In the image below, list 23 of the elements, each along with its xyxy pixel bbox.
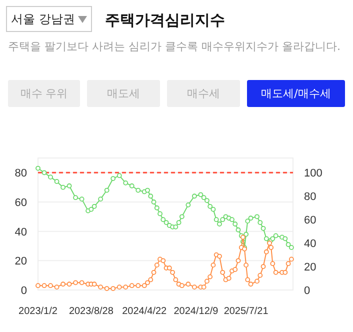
x-tick: 2024/4/22 xyxy=(122,306,167,317)
y-tick: 40 xyxy=(14,226,27,238)
y-tick: 20 xyxy=(14,256,27,268)
y2-tick: 40 xyxy=(304,238,316,250)
y2-tick: 0 xyxy=(304,285,310,297)
y2-tick: 20 xyxy=(304,262,316,274)
y-tick: 60 xyxy=(14,197,27,209)
button: 매수 우위 xyxy=(8,80,80,107)
y2-tick: 100 xyxy=(304,168,322,180)
x-tick: 2023/8/28 xyxy=(68,306,114,317)
x-tick: 2024/12/9 xyxy=(174,306,218,317)
x-tick: 2025/7/21 xyxy=(224,306,268,317)
dropdown: 서울 강남권 xyxy=(6,6,92,32)
y-tick: 0 xyxy=(20,285,27,297)
x-tick: 2023/1/2 xyxy=(18,306,58,317)
button: 매도세/매수세 xyxy=(247,80,345,107)
title: 주택가격심리지수 xyxy=(105,11,225,30)
button: 매도세 xyxy=(87,80,160,107)
y-tick: 80 xyxy=(14,168,27,180)
y2-tick: 60 xyxy=(304,214,316,227)
y2-tick: 80 xyxy=(304,191,316,204)
subtitle: 주택을 팔기보다 사려는 심리가 클수록 매수우위지수가 올라갑니다. xyxy=(8,39,342,55)
button: 매수세 xyxy=(167,80,240,107)
